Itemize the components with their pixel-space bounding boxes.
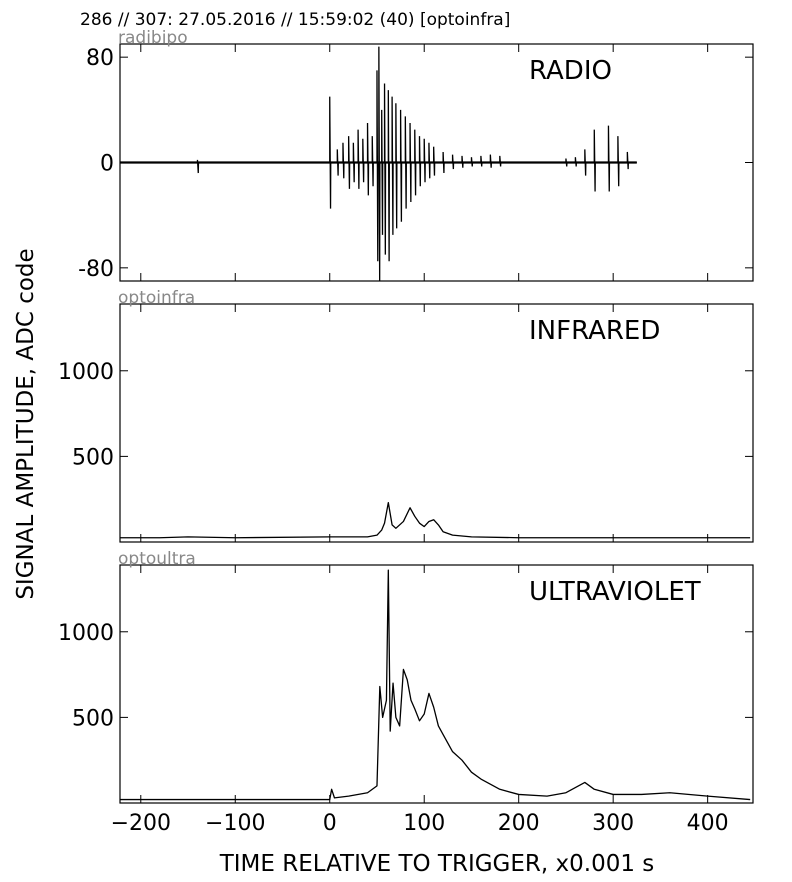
radio-channel-tag: radibipo — [118, 28, 188, 48]
x-tick-label: −100 — [205, 811, 265, 836]
infrared-panel-label: INFRARED — [529, 316, 660, 346]
infrared-trace — [120, 501, 751, 539]
x-tick-label: 100 — [403, 811, 445, 836]
ultraviolet-ytick-label: 1000 — [58, 621, 114, 646]
x-tick-label: 300 — [592, 811, 634, 836]
radio-ytick-label: 80 — [86, 46, 114, 71]
ultraviolet-panel-label: ULTRAVIOLET — [529, 577, 701, 607]
infrared-frame — [119, 303, 754, 543]
chart-header: 286 // 307: 27.05.2016 // 15:59:02 (40) … — [80, 10, 510, 30]
x-tick-label: 0 — [323, 811, 337, 836]
x-tick-label: 400 — [687, 811, 729, 836]
infrared-panel: 1000 500 optoinfra INFRARED — [58, 288, 754, 543]
infrared-ytick-label: 500 — [72, 445, 114, 470]
y-axis-label: SIGNAL AMPLITUDE, ADC code — [13, 248, 39, 599]
radio-panel-label: RADIO — [529, 56, 612, 86]
radio-panel: 80 0 -80 radibipo RADIO — [78, 28, 754, 282]
ultraviolet-channel-tag: optoultra — [118, 549, 196, 569]
radio-ytick-label: 0 — [100, 152, 114, 177]
infrared-ytick-label: 1000 — [58, 360, 114, 385]
radio-ytick-label: -80 — [78, 257, 114, 282]
x-tick-label: −200 — [111, 811, 171, 836]
ultraviolet-ytick-label: 500 — [72, 706, 114, 731]
ultraviolet-frame — [119, 564, 754, 804]
infrared-channel-tag: optoinfra — [118, 288, 195, 308]
x-tick-label: 200 — [498, 811, 540, 836]
ultraviolet-panel: 1000 500 optoultra ULTRAVIOLET −200 −100 0 100 2… — [58, 549, 754, 836]
x-axis-label: TIME RELATIVE TO TRIGGER, x0.001 s — [219, 851, 655, 877]
ultraviolet-trace — [120, 569, 751, 801]
